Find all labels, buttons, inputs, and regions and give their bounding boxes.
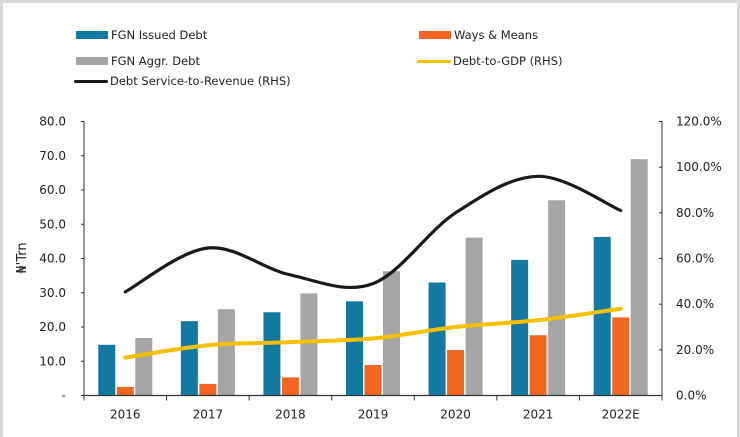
legend-swatch [74,79,108,83]
y-tick-label-left: 30.0 [39,286,66,300]
legend-swatch [417,59,451,63]
y-tick-label-right: 100.0% [676,160,722,174]
legend-label: FGN Issued Debt [111,28,208,42]
bar-fgn-issued-debt-2020 [428,282,446,396]
bar-ways-means-2021 [529,335,547,396]
bar-fgn-aggr-debt-2020 [465,237,483,396]
legend-item-debt-service-to-revenue: Debt Service-to-Revenue (RHS) [74,74,291,88]
legend-item-fgn-issued-debt: FGN Issued Debt [76,28,207,42]
x-tick-label: 2022E [602,408,640,422]
y-tick-label-left: 80.0 [39,115,66,129]
bar-fgn-aggr-debt-2022e [630,159,648,396]
y-tick-label-left: 20.0 [39,320,66,334]
chart-frame: FGN Issued Debt Ways & Means FGN Aggr. D… [3,3,737,437]
y-tick-label-left: 60.0 [39,183,66,197]
legend-label: FGN Aggr. Debt [111,54,200,68]
legend-item-fgn-aggr-debt: FGN Aggr. Debt [76,54,200,68]
bars-layer [98,159,648,396]
bar-fgn-issued-debt-2022e [593,236,611,396]
lines-layer [123,174,623,360]
y-axis-label: ₦'Trn [15,242,30,273]
x-tick-label: 2020 [440,408,471,422]
legend-item-debt-to-gdp: Debt-to-GDP (RHS) [417,54,563,68]
x-tick-label: 2016 [110,408,141,422]
x-tick-label: 2019 [358,408,389,422]
y-tick-label-left: 50.0 [39,217,66,231]
bar-ways-means-2018 [281,377,299,396]
bar-fgn-aggr-debt-2019 [383,271,400,396]
y-tick-label-right: 120.0% [676,115,722,129]
bar-fgn-issued-debt-2017 [180,321,198,396]
bar-ways-means-2022e [612,317,630,396]
y-tick-label-left: 40.0 [39,252,66,266]
line-debt-service-to-revenue-rhs [123,174,623,294]
bar-fgn-issued-debt-2021 [511,259,529,396]
x-tick-label: 2017 [193,408,224,422]
axes-layer: - 10.0 20.0 30.0 40.0 50.0 60.0 70.0 80.0 0.0% 20.… [39,115,721,422]
bar-fgn-aggr-debt-2017 [217,309,235,396]
legend-label: Ways & Means [454,28,539,42]
x-tick-label: 2021 [523,408,554,422]
bar-ways-means-2019 [364,365,382,396]
legend-label: Debt Service-to-Revenue (RHS) [110,74,291,88]
y-tick-label-left: - [62,389,66,403]
bar-fgn-aggr-debt-2018 [300,293,318,396]
y-tick-label-right: 20.0% [676,343,714,357]
y-tick-label-left: 10.0 [39,354,66,368]
x-tick-label: 2018 [275,408,306,422]
legend-swatch [76,57,108,65]
legend-swatch [76,31,108,39]
bar-ways-means-2016 [116,386,134,396]
bar-fgn-issued-debt-2019 [346,301,363,396]
bar-fgn-issued-debt-2018 [263,312,281,396]
bar-fgn-aggr-debt-2021 [548,200,566,396]
y-tick-label-right: 80.0% [676,206,714,220]
y-tick-label-right: 60.0% [676,252,714,266]
bar-ways-means-2020 [447,349,465,396]
legend-swatch [419,31,451,39]
legend-item-ways-and-means: Ways & Means [419,28,538,42]
y-tick-label-right: 40.0% [676,297,714,311]
bar-fgn-aggr-debt-2016 [135,337,153,396]
bar-ways-means-2017 [199,383,217,396]
bar-fgn-issued-debt-2016 [98,344,116,396]
legend-label: Debt-to-GDP (RHS) [453,54,563,68]
y-tick-label-right: 0.0% [676,389,707,403]
y-tick-label-left: 70.0 [39,149,66,163]
